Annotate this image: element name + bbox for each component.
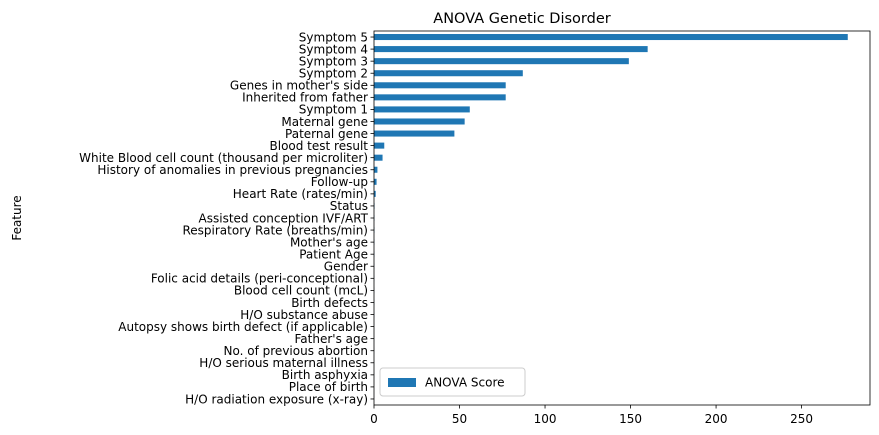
legend-swatch xyxy=(388,378,416,387)
y-tick-label: White Blood cell count (thousand per mic… xyxy=(79,151,368,165)
bar xyxy=(374,46,648,53)
y-tick-label: Inherited from father xyxy=(242,91,368,105)
bar xyxy=(374,82,506,89)
x-tick-label: 250 xyxy=(790,412,813,426)
x-tick-label: 50 xyxy=(452,412,467,426)
y-tick-label: Symptom 3 xyxy=(299,54,368,68)
y-tick-label: Symptom 1 xyxy=(299,103,368,117)
x-tick-label: 200 xyxy=(705,412,728,426)
bar xyxy=(374,118,465,125)
y-tick-label: Symptom 2 xyxy=(299,67,368,81)
y-tick-label: Heart Rate (rates/min) xyxy=(233,187,368,201)
bar xyxy=(374,166,378,173)
y-tick-label: Status xyxy=(330,199,368,213)
x-tick-label: 150 xyxy=(619,412,642,426)
x-tick-label: 0 xyxy=(370,412,378,426)
y-tick-label: Symptom 5 xyxy=(299,30,368,44)
y-tick-label: Mother's age xyxy=(290,235,368,249)
y-tick-label: Birth asphyxia xyxy=(282,368,368,382)
y-tick-label: Place of birth xyxy=(289,380,368,394)
y-tick-label: Symptom 4 xyxy=(299,42,368,56)
y-tick-label: Patient Age xyxy=(299,247,368,261)
y-tick-label: Respiratory Rate (breaths/min) xyxy=(182,223,368,237)
x-ticks: 0 50 100 150 200 250 xyxy=(370,405,813,426)
bars-layer xyxy=(374,34,848,402)
y-axis-label: Feature xyxy=(10,195,24,240)
legend: ANOVA Score xyxy=(379,367,526,397)
y-tick-label: No. of previous abortion xyxy=(224,344,368,358)
y-tick-label: Maternal gene xyxy=(281,115,368,129)
plot-frame xyxy=(373,30,871,406)
bar xyxy=(374,58,629,65)
y-tick-label: H/O serious maternal illness xyxy=(199,356,368,370)
y-tick-label: H/O substance abuse xyxy=(240,308,368,322)
bar xyxy=(374,154,383,161)
y-tick-label: Gender xyxy=(324,260,368,274)
y-tick-label: Assisted conception IVF/ART xyxy=(199,211,369,225)
y-tick-label: Autopsy shows birth defect (if applicabl… xyxy=(118,320,368,334)
bar xyxy=(374,106,470,113)
bar xyxy=(374,190,376,197)
bar xyxy=(374,130,455,137)
chart-title: ANOVA Genetic Disorder xyxy=(433,11,610,27)
bar xyxy=(374,178,377,185)
x-tick-label: 100 xyxy=(534,412,557,426)
y-tick-label: History of anomalies in previous pregnan… xyxy=(97,163,368,177)
y-tick-label: Blood test result xyxy=(270,139,369,153)
y-tick-label: Blood cell count (mcL) xyxy=(234,284,368,298)
bar xyxy=(374,94,506,101)
bar xyxy=(374,142,385,149)
y-tick-label: Birth defects xyxy=(291,296,368,310)
bar xyxy=(374,34,848,41)
y-tick-label: H/O radiation exposure (x-ray) xyxy=(185,392,368,406)
y-tick-label: Folic acid details (peri-conceptional) xyxy=(151,272,368,286)
y-tick-label: Paternal gene xyxy=(285,127,368,141)
y-tick-label: Father's age xyxy=(295,332,369,346)
bar xyxy=(374,70,523,77)
y-tick-label: Follow-up xyxy=(311,175,368,189)
legend-label: ANOVA Score xyxy=(425,376,505,390)
legend-box xyxy=(379,367,526,397)
y-tick-label: Genes in mother's side xyxy=(230,79,368,93)
